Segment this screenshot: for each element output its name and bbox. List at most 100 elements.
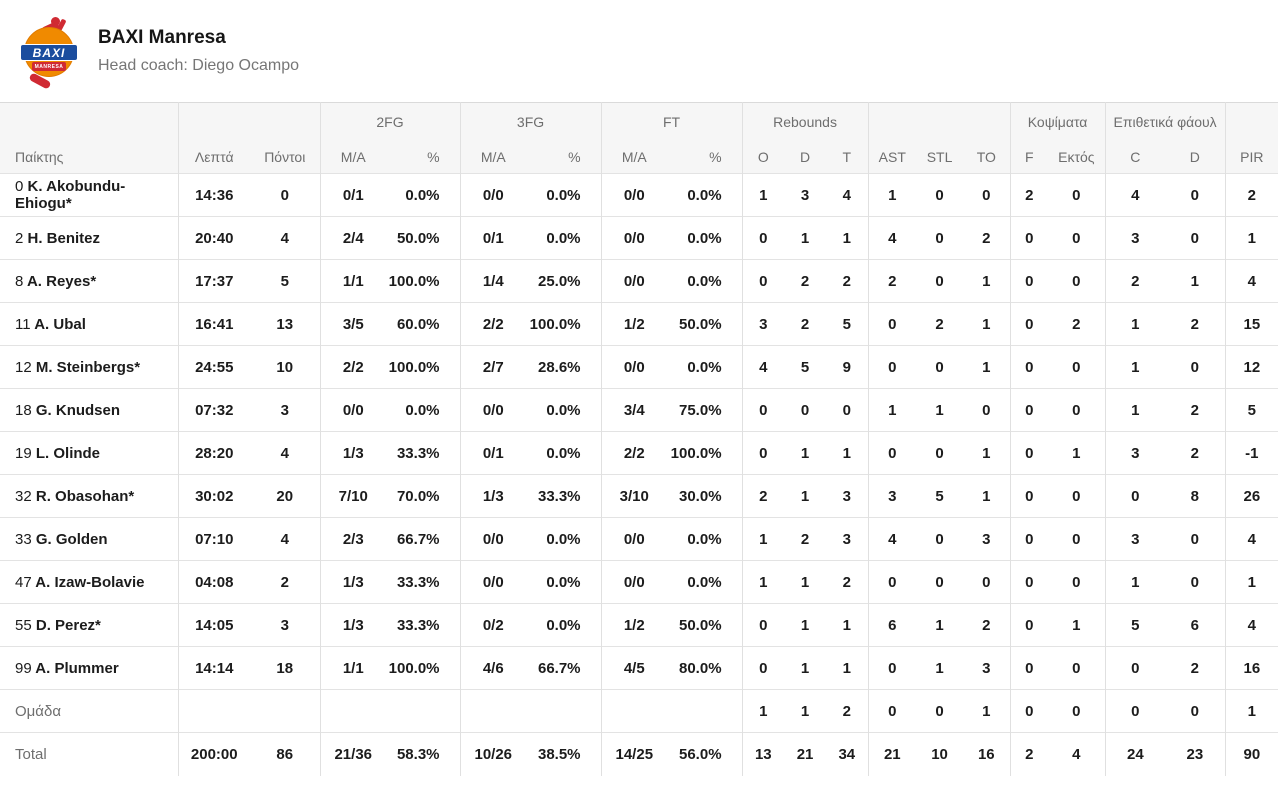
stat-cell: 0/0 <box>600 216 668 260</box>
stat-cell: 0 <box>1165 560 1226 604</box>
stat-cell: 1 <box>1224 216 1278 260</box>
stat-cell <box>600 689 668 733</box>
stat-cell: 0 <box>963 173 1011 217</box>
stat-cell: 21 <box>784 732 827 776</box>
stat-cell: 0 <box>1048 474 1106 518</box>
stat-cell: 1 <box>916 388 964 432</box>
stat-cell: 1 <box>1165 259 1226 303</box>
player-name-cell[interactable]: 12 M. Steinbergs* <box>0 345 178 389</box>
stat-cell: 13 <box>741 732 785 776</box>
player-row: 19 L. Olinde 28:20 4 1/3 33.3% 0/1 0.0% 2/2 100.… <box>0 431 1278 475</box>
stat-cell: 4 <box>867 517 917 561</box>
stat-cell: 14:36 <box>177 173 250 217</box>
stat-cell: 20:40 <box>177 216 250 260</box>
stat-cell: 6 <box>1165 603 1226 647</box>
player-name-cell[interactable]: 2 H. Benitez <box>0 216 178 260</box>
player-name: A. Ubal <box>30 315 86 333</box>
player-name-cell[interactable]: 19 L. Olinde <box>0 431 178 475</box>
stat-cell: 1 <box>963 259 1011 303</box>
stat-cell: 18 <box>250 646 320 690</box>
group-blocks: Κοψίματα <box>1009 102 1106 141</box>
stat-cell: 1 <box>784 560 827 604</box>
player-name-cell[interactable]: 8 A. Reyes* <box>0 259 178 303</box>
stat-cell: 0 <box>916 173 964 217</box>
player-row: 8 A. Reyes* 17:37 5 1/1 100.0% 1/4 25.0% 0/0 0.0… <box>0 259 1278 303</box>
stat-cell: 5 <box>1104 603 1166 647</box>
stat-cell: 2 <box>1165 388 1226 432</box>
stat-cell: 2 <box>784 302 827 346</box>
stat-cell: 1/2 <box>600 603 668 647</box>
stat-cell: 3 <box>963 517 1011 561</box>
player-name-cell[interactable]: 18 G. Knudsen <box>0 388 178 432</box>
stat-cell: 1 <box>741 689 785 733</box>
player-number: 2 <box>15 229 24 247</box>
stat-cell: 1/3 <box>319 603 386 647</box>
stat-cell: 66.7% <box>386 517 461 561</box>
stat-cell: 1 <box>1048 603 1106 647</box>
stat-cell: 1/1 <box>319 646 386 690</box>
col-reb-d: D <box>784 140 827 174</box>
stat-cell: 0 <box>1009 431 1049 475</box>
stat-cell: 100.0% <box>526 302 602 346</box>
stat-cell: 4 <box>1224 517 1278 561</box>
stat-cell: 0 <box>1009 603 1049 647</box>
stat-cell: 0 <box>1104 646 1166 690</box>
stat-cell: 0 <box>826 388 869 432</box>
player-number: 32 <box>15 487 32 505</box>
stat-cell: 1 <box>784 431 827 475</box>
player-name: D. Perez* <box>31 616 101 634</box>
stat-cell: 2/2 <box>600 431 668 475</box>
col-pir: PIR <box>1224 140 1278 174</box>
stat-cell: 0 <box>741 431 785 475</box>
stat-cell: 2 <box>867 259 917 303</box>
stat-cell: 0/0 <box>600 259 668 303</box>
player-name-cell[interactable]: 32 R. Obasohan* <box>0 474 178 518</box>
group-ft: FT <box>600 102 743 141</box>
stat-cell: 28:20 <box>177 431 250 475</box>
player-name-cell[interactable]: 99 A. Plummer <box>0 646 178 690</box>
stat-cell: 3 <box>784 173 827 217</box>
player-name-cell[interactable]: 55 D. Perez* <box>0 603 178 647</box>
stat-cell: 10/26 <box>459 732 527 776</box>
stat-cell: 28.6% <box>526 345 602 389</box>
stat-cell: 1 <box>1224 689 1278 733</box>
stat-cell: 0 <box>741 388 785 432</box>
player-name-cell[interactable]: 47 A. Izaw-Bolavie <box>0 560 178 604</box>
stat-cell: 0/0 <box>459 173 527 217</box>
stat-cell: 50.0% <box>667 302 743 346</box>
stat-cell: 1/4 <box>459 259 527 303</box>
stat-cell: 1 <box>784 689 827 733</box>
stat-cell: 100.0% <box>386 345 461 389</box>
player-name-cell[interactable]: 11 A. Ubal <box>0 302 178 346</box>
stat-cell: 50.0% <box>386 216 461 260</box>
stat-cell: 0 <box>867 302 917 346</box>
player-name-cell[interactable]: 0 K. Akobundu-Ehiogu* <box>0 173 178 217</box>
stat-cell: 2 <box>826 560 869 604</box>
group-spacer <box>0 102 178 141</box>
player-row: 12 M. Steinbergs* 24:55 10 2/2 100.0% 2/7 28.6… <box>0 345 1278 389</box>
player-name-cell[interactable]: 33 G. Golden <box>0 517 178 561</box>
col-fouls-d: D <box>1165 140 1226 174</box>
group-2fg: 2FG <box>319 102 461 141</box>
stat-cell: 0 <box>1009 474 1049 518</box>
stat-cell: 200:00 <box>177 732 250 776</box>
stat-cell: 1 <box>867 388 917 432</box>
stat-cell: 14/25 <box>600 732 668 776</box>
stat-cell: 2 <box>963 603 1011 647</box>
stat-cell: 0 <box>1009 302 1049 346</box>
stat-cell: 0 <box>867 431 917 475</box>
player-row: 11 A. Ubal 16:41 13 3/5 60.0% 2/2 100.0% 1/2 50.… <box>0 302 1278 346</box>
stat-cell: 0 <box>1009 216 1049 260</box>
stat-cell: 5 <box>250 259 320 303</box>
stat-cell: 0.0% <box>526 431 602 475</box>
player-row: 55 D. Perez* 14:05 3 1/3 33.3% 0/2 0.0% 1/2 50.0… <box>0 603 1278 647</box>
group-spacer <box>867 102 1011 141</box>
col-ft-pct: % <box>667 140 743 174</box>
stat-cell: 0.0% <box>667 345 743 389</box>
stat-cell: 2 <box>1165 431 1226 475</box>
stat-cell: 0.0% <box>667 173 743 217</box>
stat-cell: 1/3 <box>319 560 386 604</box>
stat-cell: 2 <box>784 517 827 561</box>
stat-cell: 07:10 <box>177 517 250 561</box>
stat-cell: 1 <box>1104 345 1166 389</box>
